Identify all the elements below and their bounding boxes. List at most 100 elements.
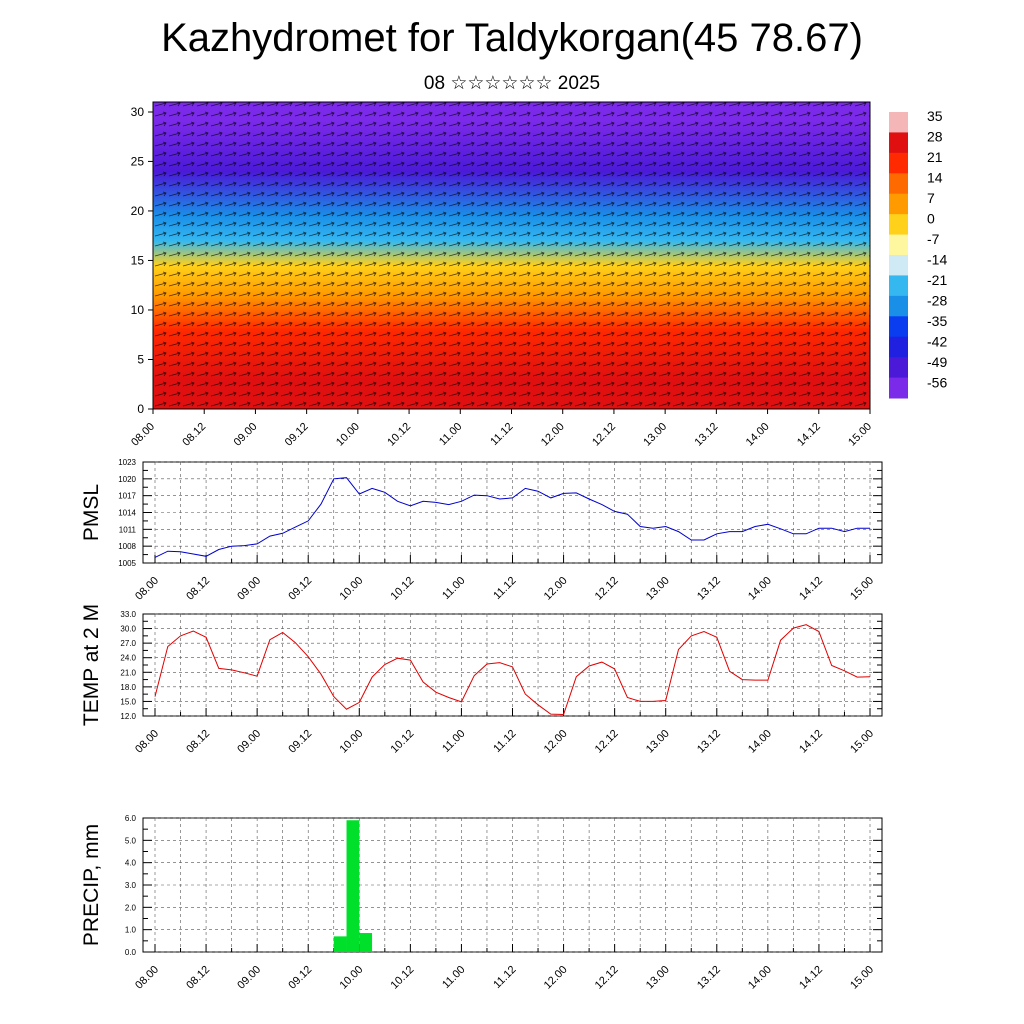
- y-tick-label: 27.0: [120, 639, 136, 648]
- y-tick-label: 1020: [118, 475, 136, 484]
- cross-section-x-tick-label: 12.00: [539, 421, 567, 449]
- temperature-series-line: [154, 624, 871, 716]
- colorbar-label: 14: [927, 170, 943, 186]
- y-tick-label: 33.0: [120, 610, 136, 619]
- x-tick-label: 14.12: [797, 575, 825, 603]
- x-tick-label: 10.00: [337, 575, 365, 603]
- colorbar-label: 28: [927, 129, 943, 145]
- x-tick-label: 08.00: [133, 575, 161, 603]
- x-tick-label: 12.12: [593, 964, 621, 992]
- y-tick-label: 5.0: [125, 836, 137, 845]
- cross-section-x-tick-label: 11.00: [437, 421, 464, 448]
- colorbar-label: 35: [927, 108, 943, 124]
- x-tick-label: 10.00: [337, 728, 365, 756]
- x-tick-label: 10.12: [389, 728, 417, 756]
- x-tick-label: 11.00: [440, 964, 467, 991]
- x-tick-label: 14.00: [746, 728, 774, 756]
- x-tick-label: 09.00: [235, 575, 263, 603]
- x-tick-label: 11.00: [440, 575, 467, 602]
- colorbar-label: -21: [927, 272, 947, 288]
- cross-section-y-tick-label: 5: [137, 352, 144, 366]
- y-tick-label: 3.0: [125, 881, 137, 890]
- x-tick-label: 08.00: [133, 964, 161, 992]
- cross-section-x-tick-label: 08.00: [129, 421, 157, 449]
- precipitation-panel: 0.0 1.0 2.0 3.0 4.0 5.0 6.0 08.00 08.12 09.00 09.1…: [80, 814, 883, 992]
- colorbar-segment: [889, 173, 908, 195]
- colorbar-segment: [889, 214, 908, 236]
- x-tick-label: 14.12: [797, 728, 825, 756]
- y-tick-label: 1011: [119, 525, 137, 534]
- y-tick-label: 1.0: [125, 926, 137, 935]
- colorbar-label: -35: [927, 313, 947, 329]
- x-tick-label: 13.00: [644, 964, 672, 992]
- cross-section-x-tick-label: 11.12: [488, 421, 515, 448]
- colorbar-segment: [889, 295, 908, 317]
- x-tick-label: 15.00: [848, 964, 876, 992]
- colorbar-label: 7: [927, 190, 935, 206]
- x-tick-label: 15.00: [848, 728, 876, 756]
- x-tick-label: 09.12: [286, 728, 314, 756]
- cross-section-y-tick-label: 25: [131, 154, 145, 168]
- cross-section-x-tick-label: 14.12: [795, 421, 823, 449]
- pmsl-series-line: [154, 477, 870, 558]
- y-tick-label: 6.0: [125, 814, 137, 823]
- cross-section-x-tick-label: 13.00: [641, 421, 669, 449]
- colorbar-segment: [889, 193, 908, 215]
- colorbar-label: -7: [927, 231, 940, 247]
- cross-section-x-tick-label: 09.00: [232, 421, 260, 449]
- cross-section-x-tick-label: 08.12: [180, 421, 208, 449]
- cross-section-x-tick-label: 09.12: [283, 421, 311, 449]
- x-tick-label: 12.00: [542, 728, 570, 756]
- x-tick-label: 09.00: [235, 728, 263, 756]
- y-tick-label: 24.0: [120, 654, 136, 663]
- colorbar-segment: [889, 275, 908, 297]
- x-tick-label: 13.12: [695, 728, 723, 756]
- y-tick-label: 1017: [118, 492, 136, 501]
- colorbar-segment: [889, 377, 908, 399]
- cross-section-x-tick-label: 12.12: [590, 421, 618, 449]
- x-tick-label: 13.12: [695, 575, 723, 603]
- y-tick-label: 0.0: [125, 948, 137, 957]
- y-tick-label: 30.0: [120, 625, 136, 634]
- colorbar-label: 0: [927, 211, 935, 227]
- colorbar-label: -42: [927, 334, 947, 350]
- x-tick-label: 14.00: [746, 575, 774, 603]
- precip-bar: [346, 820, 360, 952]
- page-subtitle: 08 ☆☆☆☆☆☆ 2025: [423, 73, 601, 94]
- x-tick-label: 09.12: [286, 575, 314, 603]
- x-tick-label: 10.12: [389, 964, 417, 992]
- x-tick-label: 11.12: [491, 728, 518, 755]
- x-tick-label: 09.12: [286, 964, 314, 992]
- colorbar-label: -28: [927, 293, 947, 309]
- cross-section-x-tick-label: 13.12: [693, 421, 721, 449]
- colorbar-label: -49: [927, 354, 947, 370]
- x-tick-label: 12.12: [593, 728, 621, 756]
- x-tick-label: 10.00: [337, 964, 365, 992]
- y-axis-label: PRECIP, mm: [80, 824, 103, 946]
- x-tick-label: 15.00: [848, 575, 876, 603]
- x-tick-label: 10.12: [389, 575, 417, 603]
- x-tick-label: 14.12: [797, 964, 825, 992]
- colorbar-segment: [889, 112, 908, 133]
- x-tick-label: 11.12: [491, 575, 518, 602]
- colorbar-segment: [889, 234, 908, 256]
- y-tick-label: 2.0: [125, 903, 137, 912]
- y-tick-label: 12.0: [120, 712, 136, 721]
- cross-section-y-tick-label: 20: [131, 204, 145, 218]
- colorbar-label: -56: [927, 375, 947, 391]
- wind-vectors: [153, 102, 870, 409]
- x-tick-label: 11.00: [440, 728, 467, 755]
- precip-bar: [359, 933, 373, 952]
- x-tick-label: 13.12: [695, 964, 723, 992]
- x-tick-label: 08.12: [184, 728, 212, 756]
- y-axis-label: PMSL: [80, 484, 103, 541]
- x-tick-label: 09.00: [235, 964, 263, 992]
- colorbar-label: 21: [927, 149, 943, 165]
- cross-section-y-tick-label: 0: [137, 402, 144, 416]
- y-tick-label: 21.0: [120, 668, 136, 677]
- x-tick-label: 08.00: [133, 728, 161, 756]
- y-tick-label: 15.0: [120, 697, 136, 706]
- x-tick-label: 13.00: [644, 575, 672, 603]
- precip-bar: [333, 936, 347, 952]
